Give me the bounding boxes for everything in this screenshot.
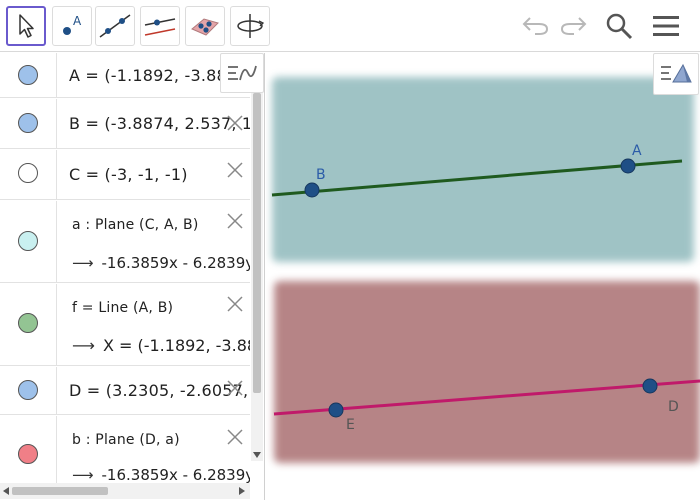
- toolbar: A: [0, 0, 700, 52]
- horizontal-scrollbar[interactable]: [0, 483, 250, 499]
- plane-tool-button[interactable]: [185, 6, 225, 46]
- undo-icon: [522, 17, 549, 35]
- svg-text:A: A: [73, 14, 82, 28]
- algebra-row-plane-b[interactable]: b : Plane (D, a) ⟶ -16.3859x - 6.2839y: [0, 416, 250, 486]
- output-row: ⟶ -16.3859x - 6.2839y: [72, 254, 250, 272]
- visibility-marble[interactable]: [18, 313, 38, 333]
- expression-text[interactable]: a : Plane (C, A, B): [72, 217, 199, 233]
- point-icon: A: [63, 14, 82, 35]
- expression-text[interactable]: D = (3.2305, -2.6057, 0): [69, 381, 250, 400]
- marble-cell: [0, 367, 57, 414]
- point-A[interactable]: [620, 158, 636, 174]
- plane-through-points-icon: [191, 18, 219, 36]
- search-button[interactable]: [601, 8, 637, 44]
- point-E[interactable]: [328, 402, 344, 418]
- rotate-view-icon: [237, 14, 265, 38]
- line-icon: [99, 14, 131, 38]
- algebra-graph-toggle-icon: [228, 65, 257, 81]
- algebra-row-B[interactable]: B = (-3.8874, 2.537, 1): [0, 99, 250, 149]
- graphics-settings-icon: [661, 63, 692, 83]
- marble-cell: [0, 53, 57, 97]
- marble-cell: [0, 284, 57, 365]
- expression-text[interactable]: A = (-1.1892, -3.8874, 2.537, 1): [69, 66, 250, 85]
- point-label-A: A: [632, 143, 642, 159]
- main-menu-button[interactable]: [648, 8, 684, 44]
- visibility-marble[interactable]: [18, 113, 38, 133]
- output-text: -16.3859x - 6.2839y: [101, 254, 250, 272]
- graphics-style-bar-button[interactable]: [653, 53, 699, 95]
- visibility-marble[interactable]: [18, 380, 38, 400]
- expression-text[interactable]: b : Plane (D, a): [72, 432, 180, 448]
- line-f[interactable]: [271, 159, 683, 197]
- close-icon[interactable]: [224, 210, 246, 232]
- close-icon[interactable]: [224, 377, 246, 399]
- scroll-down-arrow-icon[interactable]: [253, 451, 261, 459]
- close-icon[interactable]: [224, 426, 246, 448]
- output-row: ⟶ -16.3859x - 6.2839y: [72, 466, 250, 484]
- algebra-view-settings-button[interactable]: [220, 53, 264, 93]
- move-tool-button[interactable]: [6, 6, 46, 46]
- scrollbar-thumb[interactable]: [12, 487, 108, 495]
- algebra-row-C[interactable]: C = (-3, -1, -1): [0, 150, 250, 200]
- point-label-D: D: [668, 399, 679, 415]
- point-label-B: B: [316, 167, 326, 183]
- expression-clip: a : Plane (C, A, B) ⟶ -16.3859x - 6.2839y: [57, 201, 250, 282]
- close-icon[interactable]: [224, 293, 246, 315]
- algebra-row-D[interactable]: D = (3.2305, -2.6057, 0): [0, 367, 250, 415]
- algebra-view: A = (-1.1892, -3.8874, 2.537, 1) B = (-3…: [0, 53, 265, 500]
- visibility-marble[interactable]: [18, 231, 38, 251]
- vertical-scrollbar[interactable]: [251, 91, 263, 461]
- line-tool-button[interactable]: [95, 6, 135, 46]
- scroll-left-arrow-icon[interactable]: [2, 487, 10, 495]
- point-D[interactable]: [642, 378, 658, 394]
- plane-b[interactable]: [274, 281, 700, 463]
- output-arrow: ⟶: [72, 466, 94, 484]
- expression-clip: B = (-3.8874, 2.537, 1): [57, 99, 250, 148]
- expression-text[interactable]: B = (-3.8874, 2.537, 1): [69, 114, 250, 133]
- menu-icon: [653, 16, 679, 36]
- scrollbar-thumb[interactable]: [253, 93, 261, 393]
- undo-button[interactable]: [518, 8, 554, 44]
- cursor-arrow-icon: [19, 14, 34, 38]
- plane-a[interactable]: [272, 77, 694, 262]
- graphics-canvas: [271, 77, 700, 463]
- expression-clip: D = (3.2305, -2.6057, 0): [57, 367, 250, 414]
- parallel-line-tool-button[interactable]: [140, 6, 180, 46]
- marble-cell: [0, 416, 57, 485]
- close-icon[interactable]: [224, 159, 246, 181]
- expression-text[interactable]: f = Line (A, B): [72, 300, 174, 316]
- output-text: -16.3859x - 6.2839y: [101, 466, 250, 484]
- search-icon: [606, 13, 633, 40]
- algebra-row-A[interactable]: A = (-1.1892, -3.8874, 2.537, 1): [0, 53, 250, 98]
- point-label-E: E: [346, 417, 355, 433]
- redo-button[interactable]: [555, 8, 591, 44]
- visibility-marble[interactable]: [18, 65, 38, 85]
- marble-cell: [0, 99, 57, 148]
- point-tool-button[interactable]: A: [52, 6, 92, 46]
- visibility-marble[interactable]: [18, 444, 38, 464]
- line-d-e[interactable]: [273, 379, 700, 416]
- output-arrow: ⟶: [72, 336, 95, 355]
- output-arrow: ⟶: [72, 254, 94, 272]
- expression-clip: A = (-1.1892, -3.8874, 2.537, 1): [57, 53, 250, 97]
- output-row: ⟶ X = (-1.1892, -3.8874: [72, 336, 250, 355]
- scroll-right-arrow-icon[interactable]: [238, 487, 246, 495]
- graphics-3d-view[interactable]: B A E D: [266, 53, 700, 500]
- point-B[interactable]: [304, 182, 320, 198]
- algebra-row-line-f[interactable]: f = Line (A, B) ⟶ X = (-1.1892, -3.8874: [0, 284, 250, 366]
- parallel-line-icon: [144, 18, 176, 36]
- rotate-view-tool-button[interactable]: [230, 6, 270, 46]
- marble-cell: [0, 150, 57, 199]
- algebra-row-plane-a[interactable]: a : Plane (C, A, B) ⟶ -16.3859x - 6.2839y: [0, 201, 250, 283]
- expression-text[interactable]: C = (-3, -1, -1): [69, 165, 188, 184]
- expression-clip: b : Plane (D, a) ⟶ -16.3859x - 6.2839y: [57, 416, 250, 485]
- close-icon[interactable]: [224, 112, 246, 134]
- visibility-marble[interactable]: [18, 163, 38, 183]
- redo-icon: [560, 17, 587, 35]
- output-text: X = (-1.1892, -3.8874: [102, 336, 250, 355]
- marble-cell: [0, 201, 57, 282]
- expression-clip: f = Line (A, B) ⟶ X = (-1.1892, -3.8874: [57, 284, 250, 365]
- expression-clip: C = (-3, -1, -1): [57, 150, 250, 199]
